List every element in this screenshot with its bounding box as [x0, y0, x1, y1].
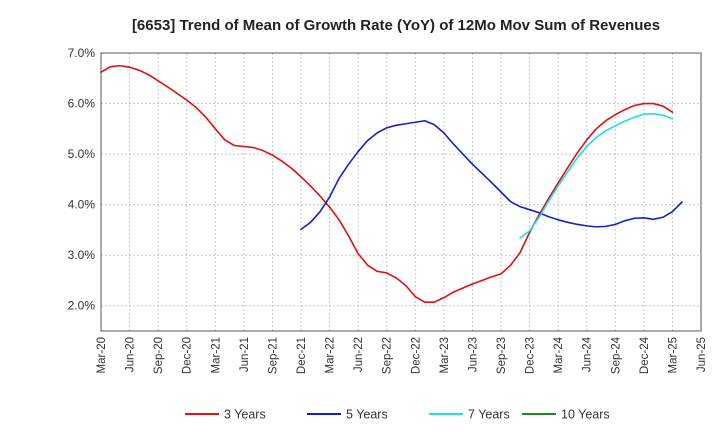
legend-label: 5 Years: [346, 408, 388, 422]
x-tick-label: Sep-21: [267, 337, 279, 374]
x-tick-label: Mar-24: [553, 336, 565, 373]
y-tick-label: 3.0%: [68, 248, 96, 262]
x-tick-label: Mar-25: [667, 337, 679, 373]
plot-frame: [100, 52, 702, 332]
legend-label: 7 Years: [468, 408, 510, 422]
x-tick-label: Mar-23: [439, 337, 451, 373]
legend-label: 10 Years: [561, 408, 610, 422]
x-tick-label: Dec-23: [525, 337, 537, 374]
x-tick-label: Sep-23: [496, 337, 508, 374]
legend-label: 3 Years: [224, 408, 266, 422]
x-tick-label: Mar-20: [96, 337, 108, 373]
series-layer: [100, 64, 683, 303]
x-tick-label: Sep-24: [610, 336, 622, 374]
grid-layer: [100, 52, 702, 331]
x-axis-ticks: Mar-20 Jun-20 Sep-20 Dec-20 Mar-21 Jun-21 Sep-…: [96, 336, 708, 374]
x-tick-label: Jun-20: [125, 337, 137, 372]
y-tick-label: 6.0%: [68, 97, 96, 111]
x-tick-label: Dec-20: [182, 337, 194, 374]
x-tick-label: Mar-22: [325, 337, 337, 373]
series-line-7-years: [519, 112, 674, 239]
legend: 3 Years 5 Years 7 Years 10 Years: [185, 408, 610, 422]
x-tick-label: Jun-25: [696, 337, 708, 372]
x-tick-label: Jun-22: [353, 337, 365, 372]
x-tick-label: Dec-24: [639, 336, 651, 374]
y-tick-label: 7.0%: [68, 46, 96, 60]
x-tick-label: Sep-20: [153, 337, 165, 374]
x-tick-label: Sep-22: [382, 337, 394, 374]
x-tick-label: Mar-21: [210, 337, 222, 373]
y-tick-label: 2.0%: [68, 299, 96, 313]
x-tick-label: Dec-22: [410, 337, 422, 374]
chart-title: [6653] Trend of Mean of Growth Rate (YoY…: [132, 17, 660, 34]
y-tick-label: 4.0%: [68, 198, 96, 212]
y-tick-label: 5.0%: [68, 147, 96, 161]
x-tick-label: Jun-24: [582, 336, 594, 372]
x-tick-label: Jun-23: [467, 337, 479, 372]
y-axis-ticks: 2.0% 3.0% 4.0% 5.0% 6.0% 7.0%: [68, 46, 96, 313]
series-line-5-years: [300, 119, 683, 231]
x-tick-label: Dec-21: [296, 337, 308, 374]
series-line-3-years: [100, 64, 674, 303]
x-tick-label: Jun-21: [239, 337, 251, 372]
